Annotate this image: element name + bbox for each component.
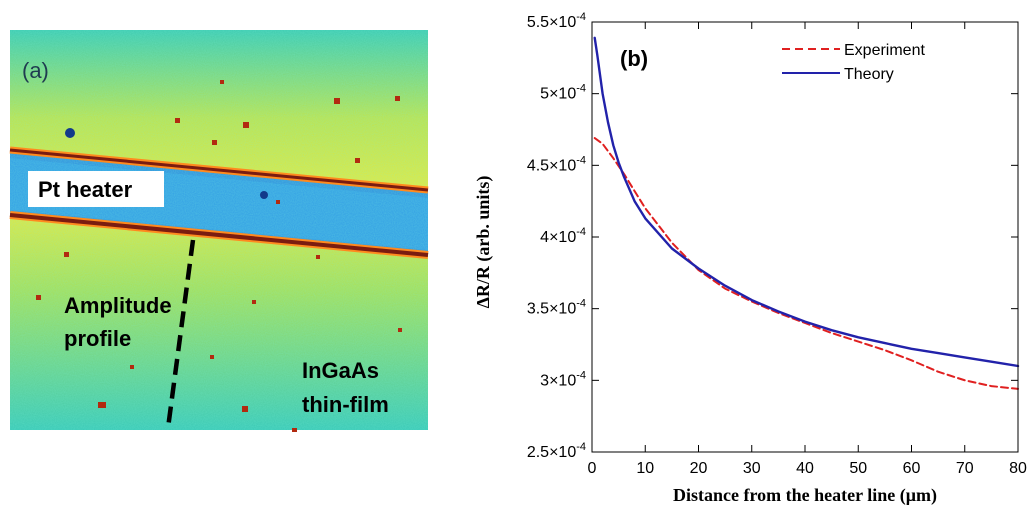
y-tick-label: 2.5×10-4 — [527, 441, 586, 461]
y-tick-label: 4×10-4 — [540, 226, 586, 246]
film-label: thin-film — [302, 392, 389, 417]
x-tick-label: 50 — [849, 460, 867, 477]
x-tick-label: 30 — [743, 460, 761, 477]
y-tick-label: 5×10-4 — [540, 83, 586, 103]
heater-edges — [9, 146, 429, 259]
defect-spots — [36, 80, 402, 432]
amplitude-profile-label: profile — [64, 326, 131, 351]
x-tick-label: 80 — [1009, 460, 1027, 477]
film-label: InGaAs — [302, 358, 379, 383]
dark-particle — [260, 191, 268, 199]
x-tick-label: 40 — [796, 460, 814, 477]
chart-series-group — [593, 36, 1020, 390]
thermal-map — [10, 30, 428, 430]
x-tick-label: 0 — [588, 460, 597, 477]
plot-frame — [591, 21, 1019, 453]
legend-label-theory: Theory — [844, 66, 894, 83]
x-axis-label: Distance from the heater line (μm) — [673, 485, 937, 506]
dark-particle — [65, 128, 75, 138]
amplitude-image-panel: (a) Pt heater Amplitude profile InGaAs t… — [9, 30, 429, 432]
x-axis: 0 10 20 30 40 50 60 70 80 — [588, 22, 1027, 477]
heater-label: Pt heater — [38, 177, 133, 202]
y-axis-label: ΔR/R (arb. units) — [473, 176, 494, 309]
panel-a-label: (a) — [22, 58, 49, 83]
panel-b-label: (b) — [620, 46, 648, 71]
profile-chart: 0 10 20 30 40 50 60 70 80 2.5×10-4 3×10-4 3.5×10-4… — [473, 11, 1027, 506]
y-tick-label: 3×10-4 — [540, 369, 586, 389]
heater-label-box — [28, 171, 164, 207]
series-line-theory — [593, 36, 1020, 368]
y-axis: 2.5×10-4 3×10-4 3.5×10-4 4×10-4 4.5×10-4 5×10… — [527, 11, 1018, 461]
amplitude-profile-line — [165, 239, 196, 429]
x-tick-label: 70 — [956, 460, 974, 477]
amplitude-profile-label: Amplitude — [64, 293, 172, 318]
x-tick-label: 20 — [690, 460, 708, 477]
y-tick-label: 3.5×10-4 — [527, 298, 586, 318]
series-line-experiment — [593, 137, 1019, 390]
legend-label-experiment: Experiment — [844, 42, 925, 59]
y-tick-label: 5.5×10-4 — [527, 11, 586, 31]
x-tick-label: 60 — [903, 460, 921, 477]
x-tick-label: 10 — [636, 460, 654, 477]
y-tick-label: 4.5×10-4 — [527, 154, 586, 174]
legend: Experiment Theory — [782, 42, 925, 83]
